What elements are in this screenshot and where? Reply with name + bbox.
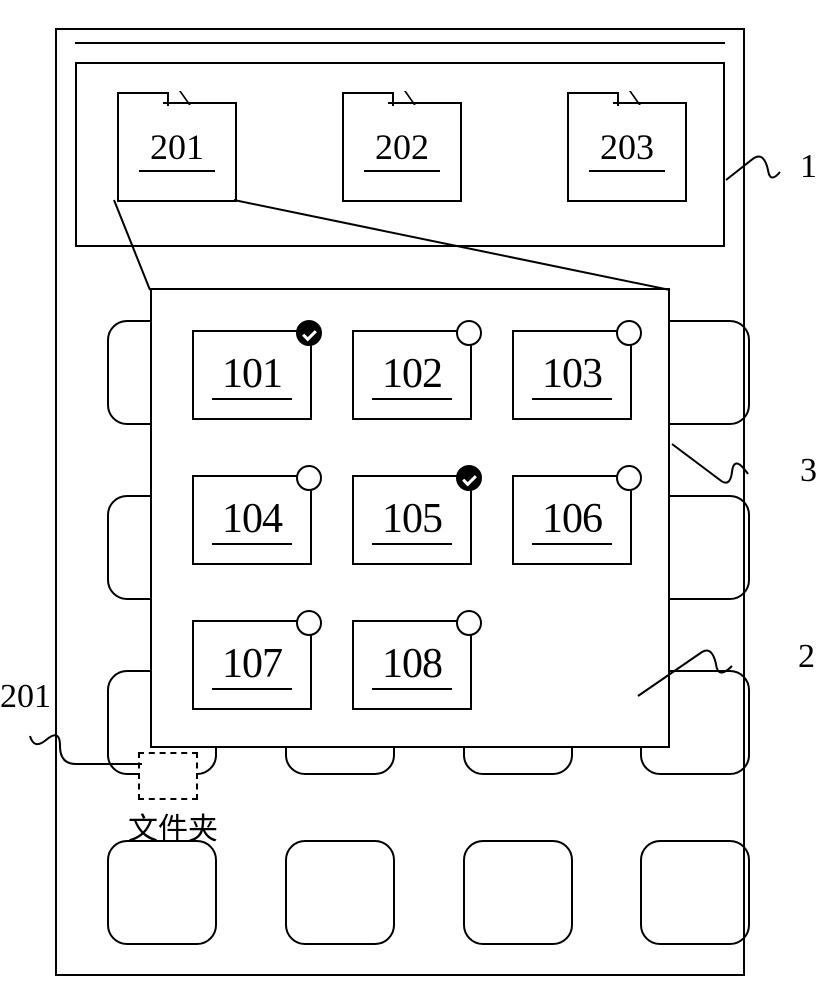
- item-number: 106: [514, 495, 630, 543]
- item-number: 101: [194, 350, 310, 398]
- circle-icon[interactable]: [616, 465, 642, 491]
- circle-icon[interactable]: [456, 320, 482, 346]
- status-bar-line: [75, 42, 725, 44]
- item-number: 104: [194, 495, 310, 543]
- callout-3: [670, 440, 770, 510]
- ref-1: 1: [800, 148, 817, 186]
- ref-201: 201: [0, 678, 51, 716]
- app-slot[interactable]: [463, 840, 573, 945]
- folder-label: 201: [119, 126, 235, 168]
- item-number: 103: [514, 350, 630, 398]
- folder-bar: 201 202 203: [75, 62, 725, 247]
- folder-label: 203: [569, 126, 685, 168]
- circle-icon[interactable]: [616, 320, 642, 346]
- popup-item-105[interactable]: 105: [352, 475, 472, 565]
- callout-2: [636, 646, 766, 726]
- check-icon[interactable]: [296, 320, 322, 346]
- folder-203[interactable]: 203: [567, 104, 687, 202]
- item-number: 108: [354, 640, 470, 688]
- item-number: 102: [354, 350, 470, 398]
- popup-item-102[interactable]: 102: [352, 330, 472, 420]
- circle-icon[interactable]: [456, 610, 482, 636]
- callout-1: [724, 150, 794, 210]
- popup-item-104[interactable]: 104: [192, 475, 312, 565]
- popup-item-106[interactable]: 106: [512, 475, 632, 565]
- folder-caption: 文件夹: [128, 804, 218, 848]
- popup-item-108[interactable]: 108: [352, 620, 472, 710]
- ref-3: 3: [800, 452, 817, 490]
- folder-label: 202: [344, 126, 460, 168]
- circle-icon[interactable]: [296, 465, 322, 491]
- circle-icon[interactable]: [296, 610, 322, 636]
- popup-item-103[interactable]: 103: [512, 330, 632, 420]
- app-slot[interactable]: [640, 840, 750, 945]
- ref-2: 2: [798, 638, 815, 676]
- app-slot[interactable]: [285, 840, 395, 945]
- item-number: 107: [194, 640, 310, 688]
- popup-item-107[interactable]: 107: [192, 620, 312, 710]
- popup-item-101[interactable]: 101: [192, 330, 312, 420]
- app-slot[interactable]: [107, 840, 217, 945]
- folder-201[interactable]: 201: [117, 104, 237, 202]
- folder-202[interactable]: 202: [342, 104, 462, 202]
- item-number: 105: [354, 495, 470, 543]
- check-icon[interactable]: [456, 465, 482, 491]
- folder-popup: 101 102 103 104 105 106 107 108: [150, 288, 670, 748]
